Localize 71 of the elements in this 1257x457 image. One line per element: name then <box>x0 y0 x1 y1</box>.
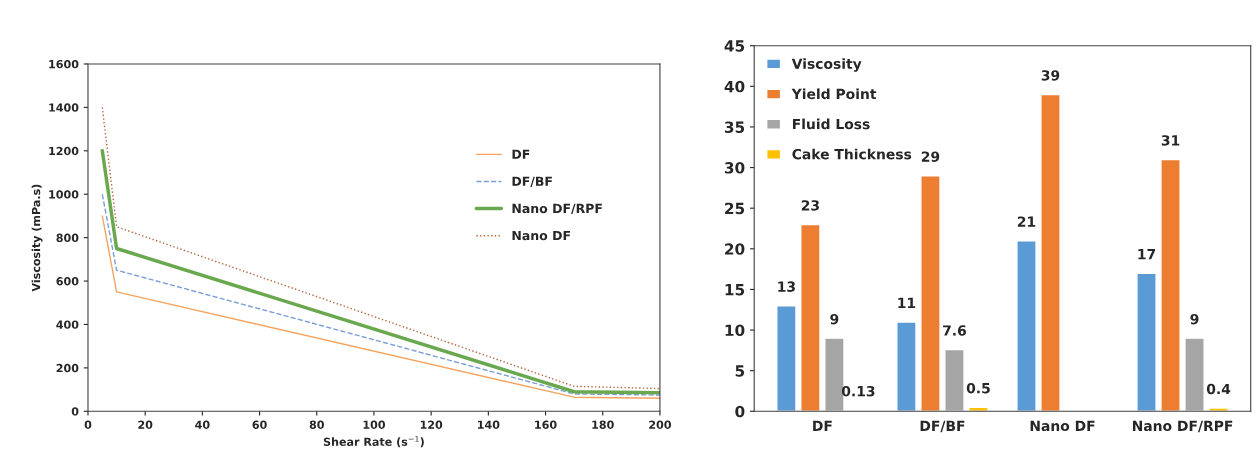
y-tick-label: 5 <box>735 365 745 377</box>
x-tick-label: Nano DF <box>1030 420 1095 432</box>
y-tick-label: 30 <box>724 162 745 174</box>
data-label: 39 <box>1041 70 1060 81</box>
legend-label: Yield Point <box>791 88 877 100</box>
line-series <box>100 149 660 395</box>
y-tick-label: 800 <box>56 233 79 243</box>
y-tick-label: 35 <box>724 121 745 133</box>
data-label: 0.13 <box>841 385 875 397</box>
legend-label: Viscosity <box>791 58 862 72</box>
y-tick-label: 40 <box>724 80 745 93</box>
y-tick-label: 15 <box>725 284 745 296</box>
x-tick-label: Nano DF/RPF <box>1132 420 1233 433</box>
legend-label: DF/BF <box>512 176 552 188</box>
bar <box>1160 158 1181 412</box>
data-label: 9 <box>830 313 839 325</box>
legend-label: Nano DF <box>512 230 570 241</box>
bar <box>920 174 941 412</box>
x-tick-label: 200 <box>649 420 671 429</box>
y-tick-label: 1400 <box>49 103 79 112</box>
x-tick-label: 20 <box>138 420 153 429</box>
y-tick-label: 10 <box>725 324 745 337</box>
y-tick-label: 1200 <box>49 146 79 156</box>
line-series <box>101 106 660 390</box>
data-label: 9 <box>1190 313 1199 325</box>
bar <box>776 304 797 412</box>
data-label: 7.6 <box>943 325 966 336</box>
bar <box>896 321 917 412</box>
x-tick-label: 120 <box>420 420 443 429</box>
data-label: 17 <box>1138 249 1156 260</box>
x-tick-label: 40 <box>195 420 210 429</box>
data-label: 0.5 <box>966 382 990 394</box>
legend-label: DF <box>512 149 530 159</box>
y-tick-label: 0 <box>735 405 745 418</box>
bar <box>1184 337 1205 412</box>
y-tick-label: 25 <box>725 202 745 215</box>
bar <box>800 223 821 412</box>
data-label: 0.4 <box>1206 383 1231 395</box>
data-label: 31 <box>1161 135 1180 146</box>
data-label: 23 <box>801 200 819 211</box>
x-tick-label: 80 <box>309 420 324 429</box>
legend-label: Nano DF/RPF <box>512 203 602 215</box>
y-axis-title: Viscosity (mPa.s) <box>31 184 43 292</box>
y-tick-label: 20 <box>725 243 745 255</box>
y-tick-label: 1600 <box>49 59 79 69</box>
y-tick-label: 45 <box>724 40 745 52</box>
x-tick-label: 140 <box>478 420 500 429</box>
bar <box>1040 93 1061 412</box>
x-axis-title: Shear Rate (s$^{−1}$) <box>323 435 424 448</box>
x-tick-label: 0 <box>84 420 92 429</box>
bar <box>1136 272 1157 412</box>
x-tick-label: 100 <box>363 420 386 429</box>
legend-label: Cake Thickness <box>792 148 912 160</box>
data-label: 13 <box>778 281 795 292</box>
x-tick-label: 160 <box>535 420 557 429</box>
y-tick-label: 400 <box>56 320 79 329</box>
bar <box>944 348 965 412</box>
y-tick-label: 1000 <box>49 190 79 199</box>
data-label: 21 <box>1017 216 1036 227</box>
data-label: 11 <box>898 297 916 308</box>
y-tick-label: 600 <box>56 277 79 286</box>
data-label: 29 <box>921 151 940 162</box>
x-tick-label: 60 <box>252 420 267 429</box>
x-tick-label: DF <box>813 420 832 431</box>
x-tick-label: DF/BF <box>920 420 965 433</box>
y-tick-label: 0 <box>71 407 79 416</box>
x-tick-label: 180 <box>592 420 614 429</box>
bar <box>1016 239 1037 412</box>
legend-label: Fluid Loss <box>792 118 870 130</box>
y-tick-label: 200 <box>56 363 79 373</box>
bar <box>1208 407 1229 412</box>
